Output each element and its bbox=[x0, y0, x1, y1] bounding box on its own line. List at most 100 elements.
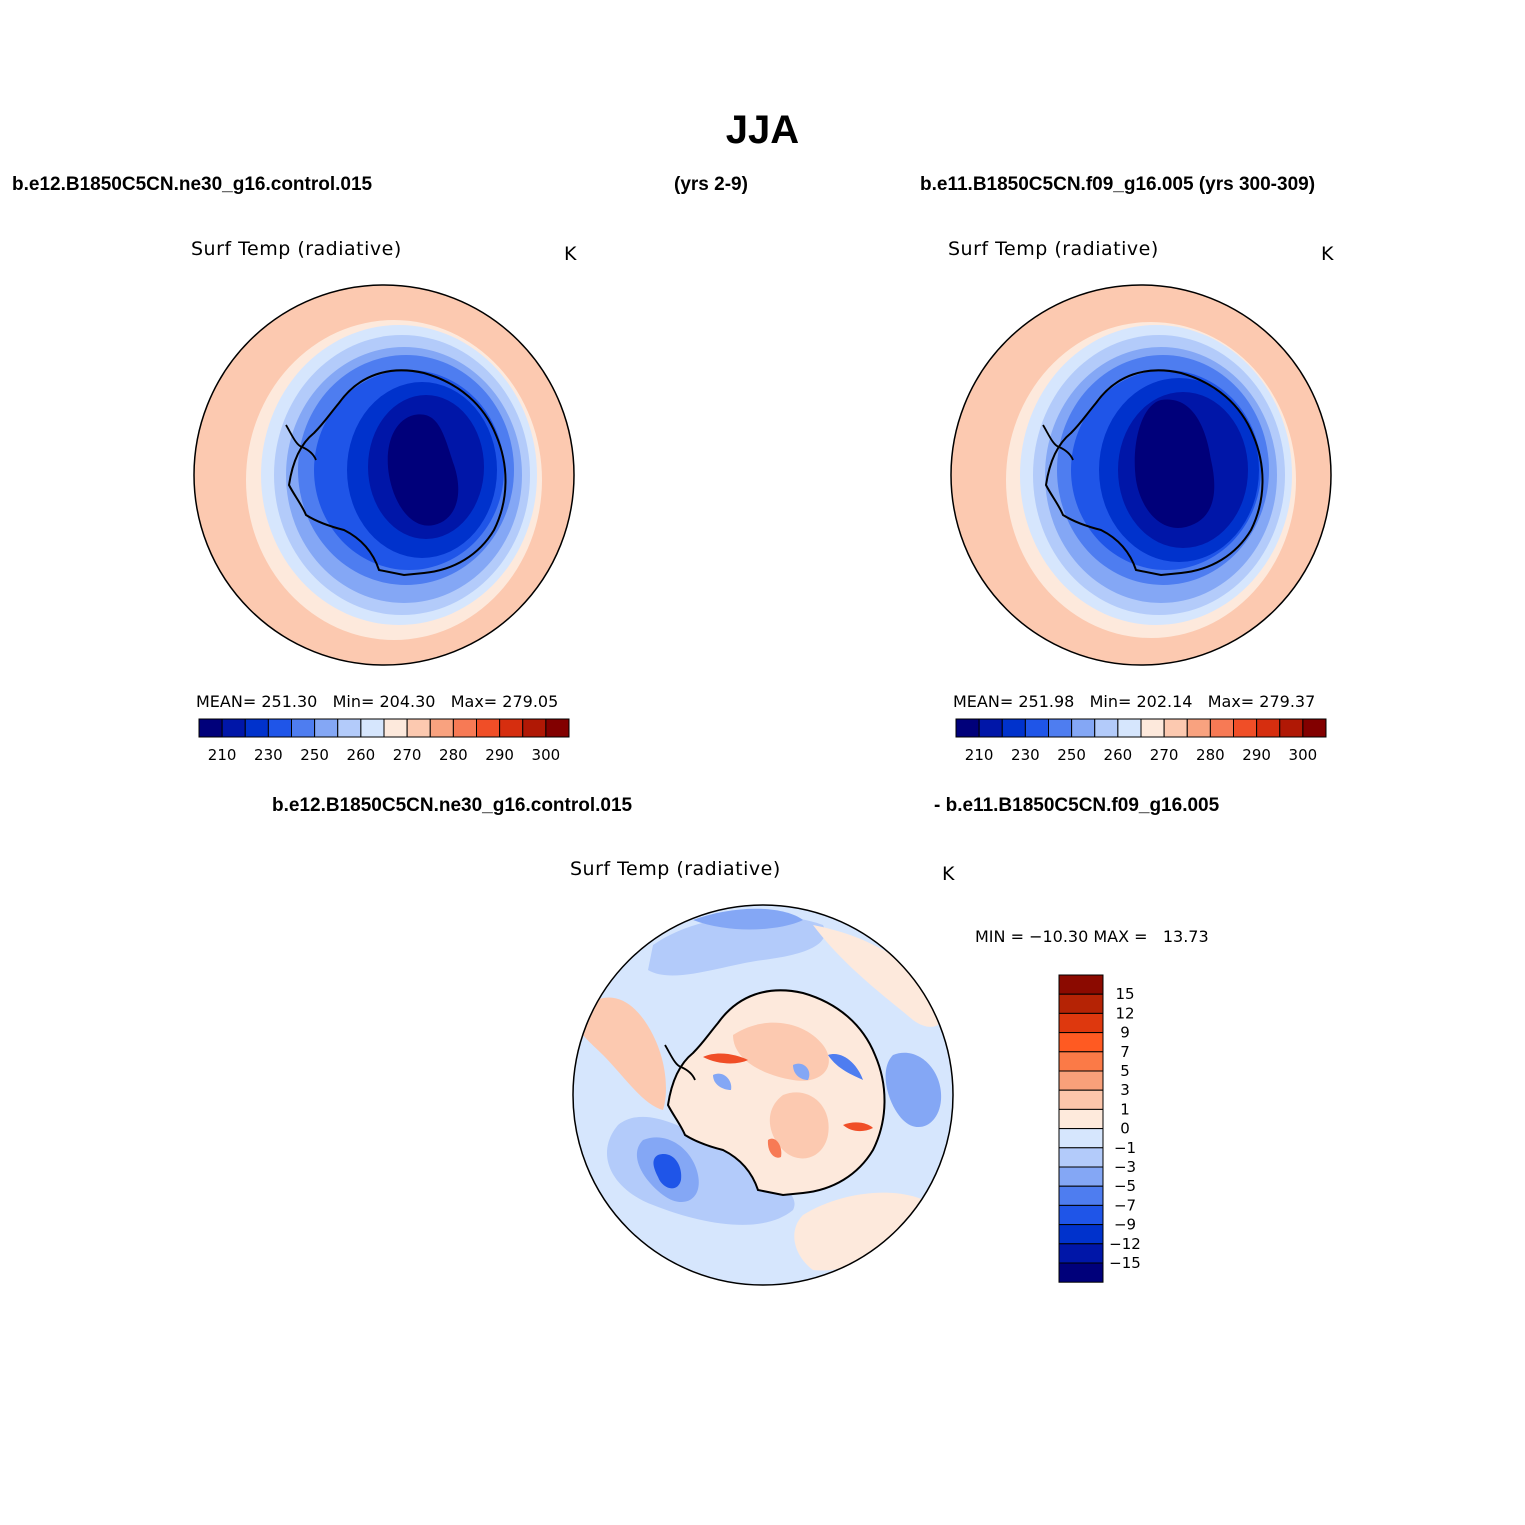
top-right-colorbar-swatch bbox=[1302, 718, 1327, 738]
top-left-colorbar-swatch bbox=[545, 718, 570, 738]
top-left-colorbar-swatch bbox=[499, 718, 524, 738]
difference-colorbar-tick-label: 9 bbox=[1120, 1024, 1130, 1042]
top-left-stats: MEAN= 251.30 Min= 204.30 Max= 279.05 bbox=[196, 692, 558, 711]
difference-colorbar-swatch bbox=[1058, 1070, 1104, 1091]
top-right-colorbar-tick-label: 260 bbox=[1104, 746, 1133, 764]
top-left-colorbar-swatch bbox=[406, 718, 431, 738]
top-left-temperature-field bbox=[194, 285, 574, 665]
difference-colorbar-tick-label: −15 bbox=[1109, 1254, 1141, 1272]
difference-colorbar-swatch bbox=[1058, 1032, 1104, 1053]
top-right-colorbar-swatch bbox=[1233, 718, 1258, 738]
top-right-units: K bbox=[1321, 243, 1334, 265]
top-right-colorbar: 210 230 250 260 270 280 290 300 bbox=[955, 718, 1327, 764]
top-right-variable-title: Surf Temp (radiative) bbox=[948, 238, 1159, 260]
top-right-min-value: 202.14 bbox=[1136, 692, 1193, 711]
top-right-colorbar-swatch bbox=[1048, 718, 1073, 738]
top-left-colorbar-tick-label: 260 bbox=[347, 746, 376, 764]
top-right-colorbar-swatch bbox=[1256, 718, 1281, 738]
difference-colorbar-tick-label: −9 bbox=[1114, 1216, 1136, 1234]
top-right-colorbar-tick-label: 230 bbox=[1011, 746, 1040, 764]
top-right-colorbar-tick-label: 290 bbox=[1242, 746, 1271, 764]
top-left-colorbar-tick-label: 280 bbox=[439, 746, 468, 764]
top-right-colorbar-swatch bbox=[978, 718, 1003, 738]
bottom-minmax: MIN = −10.30 MAX = 13.73 bbox=[975, 927, 1209, 946]
top-right-colorbar-tick-label: 210 bbox=[965, 746, 994, 764]
difference-colorbar-tick-label: 1 bbox=[1120, 1100, 1130, 1118]
top-left-colorbar-tick-label: 270 bbox=[393, 746, 422, 764]
difference-colorbar-tick-label: 15 bbox=[1115, 985, 1134, 1003]
top-left-colorbar-tick-label: 250 bbox=[300, 746, 329, 764]
top-right-colorbar-swatch bbox=[1024, 718, 1049, 738]
top-left-colorbar-swatch bbox=[267, 718, 292, 738]
top-left-colorbar-swatch bbox=[383, 718, 408, 738]
top-right-temperature-field bbox=[951, 285, 1331, 665]
top-right-colorbar-swatch bbox=[1186, 718, 1211, 738]
top-right-mean-value: 251.98 bbox=[1018, 692, 1075, 711]
difference-colorbar-swatch bbox=[1058, 993, 1104, 1014]
top-left-colorbar-swatch bbox=[476, 718, 501, 738]
top-left-mean-label: MEAN= bbox=[196, 692, 257, 711]
difference-colorbar-swatch bbox=[1058, 1012, 1104, 1034]
difference-colorbar-tick-label: −12 bbox=[1109, 1235, 1141, 1253]
top-left-mean-value: 251.30 bbox=[261, 692, 318, 711]
top-right-mean-label: MEAN= bbox=[953, 692, 1014, 711]
difference-colorbar-tick-label: −7 bbox=[1114, 1196, 1136, 1214]
difference-colorbar-swatch bbox=[1058, 1224, 1104, 1245]
difference-colorbar-tick-label: 7 bbox=[1120, 1043, 1130, 1061]
top-left-colorbar-swatch bbox=[221, 718, 246, 738]
top-left-polar-map bbox=[193, 284, 575, 666]
difference-colorbar-tick-label: 0 bbox=[1120, 1120, 1130, 1138]
bottom-variable-title: Surf Temp (radiative) bbox=[570, 858, 781, 880]
top-left-variable-title: Surf Temp (radiative) bbox=[191, 238, 402, 260]
difference-colorbar-swatch bbox=[1058, 1089, 1104, 1110]
difference-colorbar-tick-label: −5 bbox=[1114, 1177, 1136, 1195]
top-right-colorbar-swatch bbox=[955, 718, 980, 738]
top-left-min-value: 204.30 bbox=[379, 692, 436, 711]
top-right-colorbar-tick-label: 280 bbox=[1196, 746, 1225, 764]
top-right-colorbar-swatch bbox=[1094, 718, 1119, 738]
top-left-colorbar-swatch bbox=[244, 718, 269, 738]
top-right-stats: MEAN= 251.98 Min= 202.14 Max= 279.37 bbox=[953, 692, 1315, 711]
top-left-colorbar-tick-label: 230 bbox=[254, 746, 283, 764]
top-left-max-label: Max= bbox=[450, 692, 498, 711]
top-right-min-label: Min= bbox=[1089, 692, 1132, 711]
difference-colorbar-swatch bbox=[1058, 974, 1104, 995]
bottom-case-b: - b.e11.B1850C5CN.f09_g16.005 bbox=[934, 795, 1220, 816]
top-left-colorbar-tick-label: 210 bbox=[208, 746, 237, 764]
top-right-colorbar-swatch bbox=[1071, 718, 1096, 738]
difference-colorbar-swatch bbox=[1058, 1262, 1104, 1283]
top-left-colorbar-tick-label: 300 bbox=[532, 746, 561, 764]
bottom-units: K bbox=[942, 863, 955, 885]
bottom-case-a: b.e12.B1850C5CN.ne30_g16.control.015 bbox=[272, 795, 633, 816]
top-right-max-value: 279.37 bbox=[1259, 692, 1316, 711]
bottom-difference-polar-map bbox=[572, 904, 954, 1286]
top-right-antarctica-coastline bbox=[1044, 369, 1264, 577]
top-left-colorbar-swatch bbox=[291, 718, 316, 738]
top-right-colorbar-swatch bbox=[1209, 718, 1234, 738]
top-left-colorbar-swatch bbox=[198, 718, 223, 738]
top-left-min-label: Min= bbox=[332, 692, 375, 711]
top-right-colorbar-swatch bbox=[1001, 718, 1026, 738]
difference-colorbar-swatch bbox=[1058, 1128, 1104, 1149]
difference-colorbar-tick-label: 12 bbox=[1115, 1004, 1134, 1022]
top-right-polar-map bbox=[950, 284, 1332, 666]
difference-colorbar-swatch bbox=[1058, 1243, 1104, 1264]
top-left-colorbar: 210 230 250 260 270 280 290 300 bbox=[198, 718, 570, 764]
difference-colorbar-swatch bbox=[1058, 1204, 1104, 1226]
main-title: JJA bbox=[725, 108, 800, 152]
top-right-max-label: Max= bbox=[1207, 692, 1255, 711]
top-left-colorbar-tick-label: 290 bbox=[485, 746, 514, 764]
top-right-colorbar-swatch bbox=[1163, 718, 1188, 738]
difference-colorbar-tick-label: −1 bbox=[1114, 1139, 1136, 1157]
difference-colorbar-swatch bbox=[1058, 1166, 1104, 1187]
top-left-case-name: b.e12.B1850C5CN.ne30_g16.control.015 bbox=[12, 174, 373, 195]
bottom-antarctica-coastline bbox=[666, 989, 886, 1197]
top-right-colorbar-tick-label: 270 bbox=[1150, 746, 1179, 764]
difference-colorbar-swatch bbox=[1058, 1108, 1104, 1130]
difference-colorbar-tick-label: −3 bbox=[1114, 1158, 1136, 1176]
top-right-colorbar-swatch bbox=[1279, 718, 1304, 738]
difference-colorbar-tick-label: 5 bbox=[1120, 1062, 1130, 1080]
top-left-colorbar-swatch bbox=[337, 718, 362, 738]
top-left-colorbar-swatch bbox=[360, 718, 385, 738]
